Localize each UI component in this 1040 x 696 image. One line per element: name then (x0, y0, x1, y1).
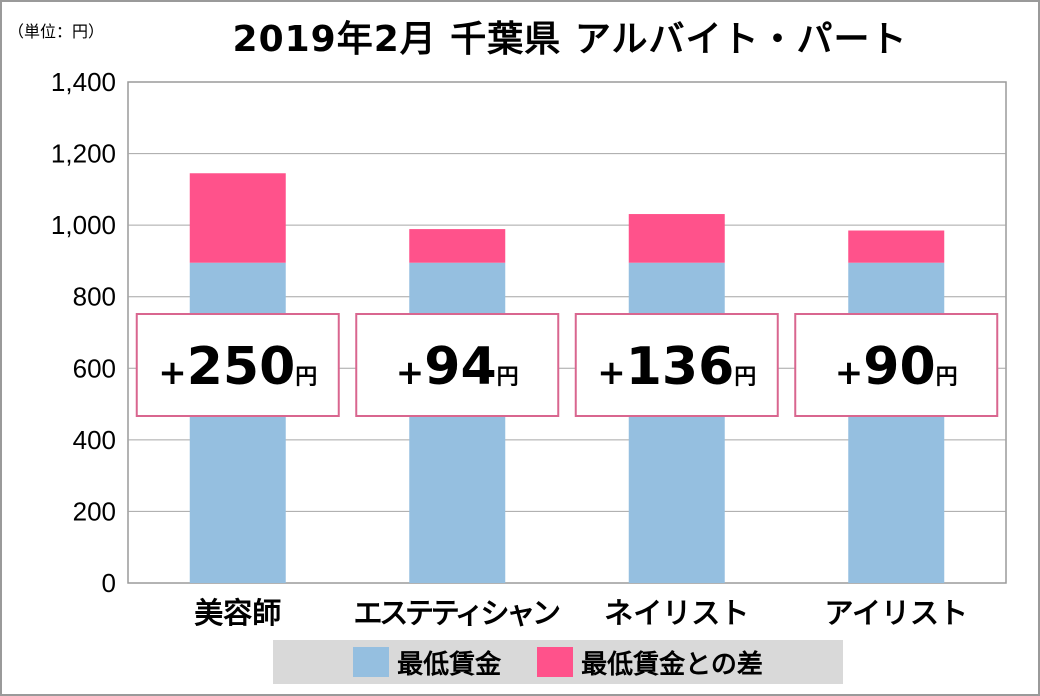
legend: 最低賃金 最低賃金との差 (273, 640, 843, 684)
plot-area (127, 81, 1007, 584)
annotation-unit: 円 (497, 365, 519, 390)
y-tick-label: 1,400 (51, 67, 116, 97)
x-category-label: アイリスト (824, 596, 968, 630)
bar-min-wage (628, 262, 725, 583)
annotation-sign: + (396, 353, 425, 393)
bar-min-wage (848, 262, 945, 583)
annotation-unit: 円 (295, 365, 317, 390)
bar-difference (189, 173, 286, 263)
x-category-label: 美容師 (194, 596, 281, 630)
difference-annotation-box (794, 313, 999, 417)
difference-annotation-box (574, 313, 779, 417)
legend-item-difference: 最低賃金との差 (537, 644, 763, 681)
annotation-sign: + (835, 353, 864, 393)
y-tick-label: 0 (102, 568, 116, 598)
difference-annotation-label: +94円 (396, 337, 519, 397)
x-category-label: ネイリスト (604, 596, 749, 630)
difference-annotation-label: +90円 (835, 337, 958, 397)
legend-item-min-wage: 最低賃金 (353, 644, 501, 681)
annotation-sign: + (597, 353, 626, 393)
y-tick-label: 800 (73, 282, 116, 312)
legend-label-min-wage: 最低賃金 (397, 649, 502, 680)
bar-difference (628, 214, 725, 263)
difference-annotation-box (355, 313, 560, 417)
legend-swatch-min-wage (353, 647, 390, 677)
legend-label-difference: 最低賃金との差 (581, 649, 763, 680)
bar-difference (409, 229, 506, 263)
annotation-value: 136 (626, 337, 735, 397)
y-tick-label: 200 (73, 496, 116, 526)
x-category-label: エステティシャン (354, 596, 562, 630)
difference-annotation-box (135, 313, 340, 417)
unit-label: （単位：円） (8, 22, 105, 41)
bar-min-wage (409, 262, 506, 583)
annotation-sign: + (158, 353, 187, 393)
chart-title: 2019年2月 千葉県 アルバイト・パート (232, 19, 908, 60)
bar-difference (848, 230, 945, 263)
annotation-value: 90 (863, 337, 935, 397)
bar-min-wage (189, 262, 286, 583)
y-tick-label: 1,000 (51, 210, 116, 240)
difference-annotation-label: +250円 (158, 337, 317, 397)
y-tick-label: 600 (73, 353, 116, 383)
annotation-unit: 円 (734, 365, 756, 390)
annotation-unit: 円 (936, 365, 958, 390)
y-tick-label: 1,200 (51, 139, 116, 169)
y-tick-label: 400 (73, 425, 116, 455)
annotation-value: 250 (187, 337, 296, 397)
annotation-value: 94 (424, 337, 496, 397)
legend-swatch-difference (537, 647, 574, 677)
difference-annotation-label: +136円 (597, 337, 756, 397)
